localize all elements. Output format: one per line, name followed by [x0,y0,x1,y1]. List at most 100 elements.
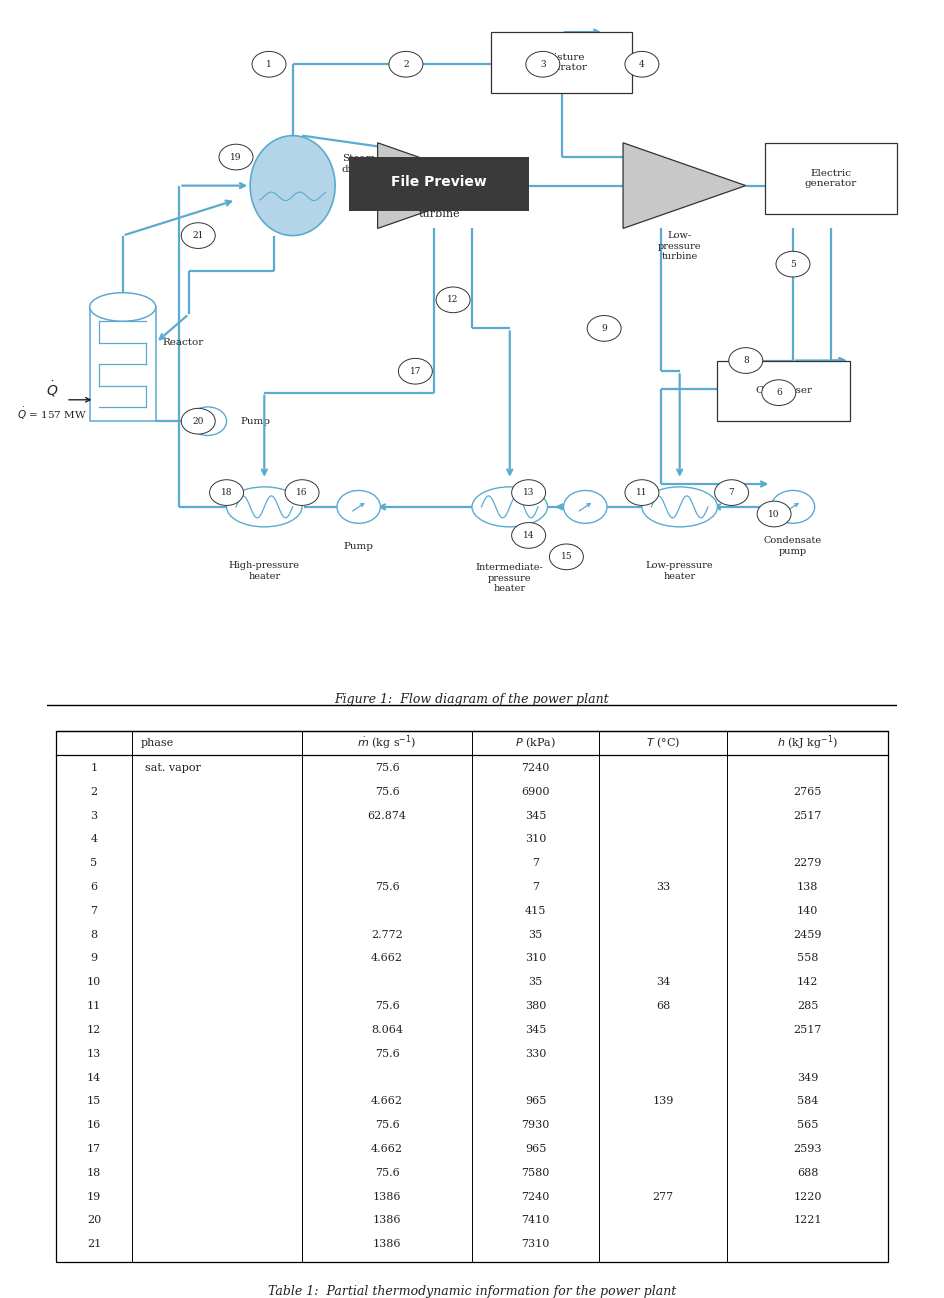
Circle shape [771,491,815,523]
Text: 14: 14 [87,1072,101,1083]
Bar [349,157,529,210]
Text: 1386: 1386 [373,1240,401,1249]
Text: 1: 1 [266,60,272,69]
Circle shape [526,52,560,77]
Text: 75.6: 75.6 [375,787,399,797]
Bar [491,32,632,92]
Circle shape [219,144,253,170]
Circle shape [210,480,244,505]
Text: 5: 5 [790,260,796,269]
Circle shape [549,544,583,570]
Text: 11: 11 [636,488,648,497]
Text: 2.772: 2.772 [371,929,403,940]
Text: turbine: turbine [418,209,460,219]
Text: 584: 584 [797,1097,818,1106]
Circle shape [189,408,227,436]
Text: 4: 4 [639,60,645,69]
Text: 19: 19 [87,1192,101,1202]
Text: 7310: 7310 [521,1240,550,1249]
Ellipse shape [250,136,335,236]
Text: 277: 277 [652,1192,674,1202]
Text: 2: 2 [91,787,97,797]
Circle shape [436,287,470,313]
Text: 6: 6 [91,883,97,892]
Text: 2517: 2517 [793,810,822,820]
Circle shape [762,380,796,405]
Text: 5: 5 [91,858,97,868]
Text: 62.874: 62.874 [367,810,407,820]
Text: 380: 380 [525,1001,547,1011]
Text: 565: 565 [797,1120,818,1131]
Circle shape [625,480,659,505]
Text: 75.6: 75.6 [375,1049,399,1059]
Text: 10: 10 [768,510,780,518]
Text: 345: 345 [525,1025,547,1035]
Text: Steam
drum: Steam drum [342,154,375,174]
Text: 4: 4 [91,835,97,845]
Text: 140: 140 [797,906,818,916]
Text: 35: 35 [529,929,543,940]
Text: 1386: 1386 [373,1215,401,1225]
Circle shape [625,52,659,77]
Text: 2459: 2459 [793,929,822,940]
Circle shape [715,480,749,505]
Text: 75.6: 75.6 [375,1168,399,1177]
Text: 139: 139 [652,1097,674,1106]
Circle shape [564,491,607,523]
Text: $T$ ($\degree$C): $T$ ($\degree$C) [646,736,681,750]
Text: 75.6: 75.6 [375,763,399,772]
Text: Table 1:  Partial thermodynamic information for the power plant: Table 1: Partial thermodynamic informati… [268,1285,676,1298]
Text: 2517: 2517 [793,1025,822,1035]
Text: 330: 330 [525,1049,547,1059]
Text: 1386: 1386 [373,1192,401,1202]
Text: Condenser: Condenser [755,387,812,396]
Polygon shape [378,143,500,228]
Circle shape [776,252,810,276]
Text: 8.064: 8.064 [371,1025,403,1035]
Text: 35: 35 [529,977,543,988]
Text: sat. vapor: sat. vapor [145,763,201,772]
Text: 7240: 7240 [521,763,550,772]
Circle shape [512,480,546,505]
Text: 15: 15 [561,553,572,561]
Text: 4.662: 4.662 [371,954,403,963]
Ellipse shape [227,487,302,527]
Text: 1220: 1220 [793,1192,822,1202]
Text: 6900: 6900 [521,787,550,797]
Text: 21: 21 [87,1240,101,1249]
Text: 7580: 7580 [521,1168,550,1177]
Text: $P$ (kPa): $P$ (kPa) [515,736,556,750]
Text: 310: 310 [525,835,547,845]
Text: Intermediate-
pressure
heater: Intermediate- pressure heater [476,563,544,593]
Text: $\dot{Q}$ = 157 MW: $\dot{Q}$ = 157 MW [17,406,87,422]
Text: $h$ (kJ kg$^{-1}$): $h$ (kJ kg$^{-1}$) [777,733,838,753]
Text: 17: 17 [87,1144,101,1154]
Text: 21: 21 [193,231,204,240]
Text: 142: 142 [797,977,818,988]
Text: 415: 415 [525,906,547,916]
Circle shape [181,223,215,248]
Circle shape [252,52,286,77]
Text: 138: 138 [797,883,818,892]
Circle shape [587,315,621,341]
Text: 33: 33 [656,883,670,892]
Text: Condensate
pump: Condensate pump [764,536,822,556]
Text: 285: 285 [797,1001,818,1011]
Text: 7: 7 [532,883,539,892]
Text: 349: 349 [797,1072,818,1083]
Circle shape [285,480,319,505]
Text: 13: 13 [87,1049,101,1059]
Text: 75.6: 75.6 [375,1001,399,1011]
Text: 1221: 1221 [793,1215,822,1225]
Bar [90,306,156,421]
Text: $\dot{Q}$: $\dot{Q}$ [45,379,59,398]
Text: 20: 20 [87,1215,101,1225]
Circle shape [398,358,432,384]
Text: 16: 16 [87,1120,101,1131]
Text: 20: 20 [193,417,204,426]
Text: 8: 8 [91,929,97,940]
Text: 4.662: 4.662 [371,1144,403,1154]
Text: 75.6: 75.6 [375,1120,399,1131]
Text: Pump: Pump [241,417,271,426]
Text: 965: 965 [525,1144,547,1154]
